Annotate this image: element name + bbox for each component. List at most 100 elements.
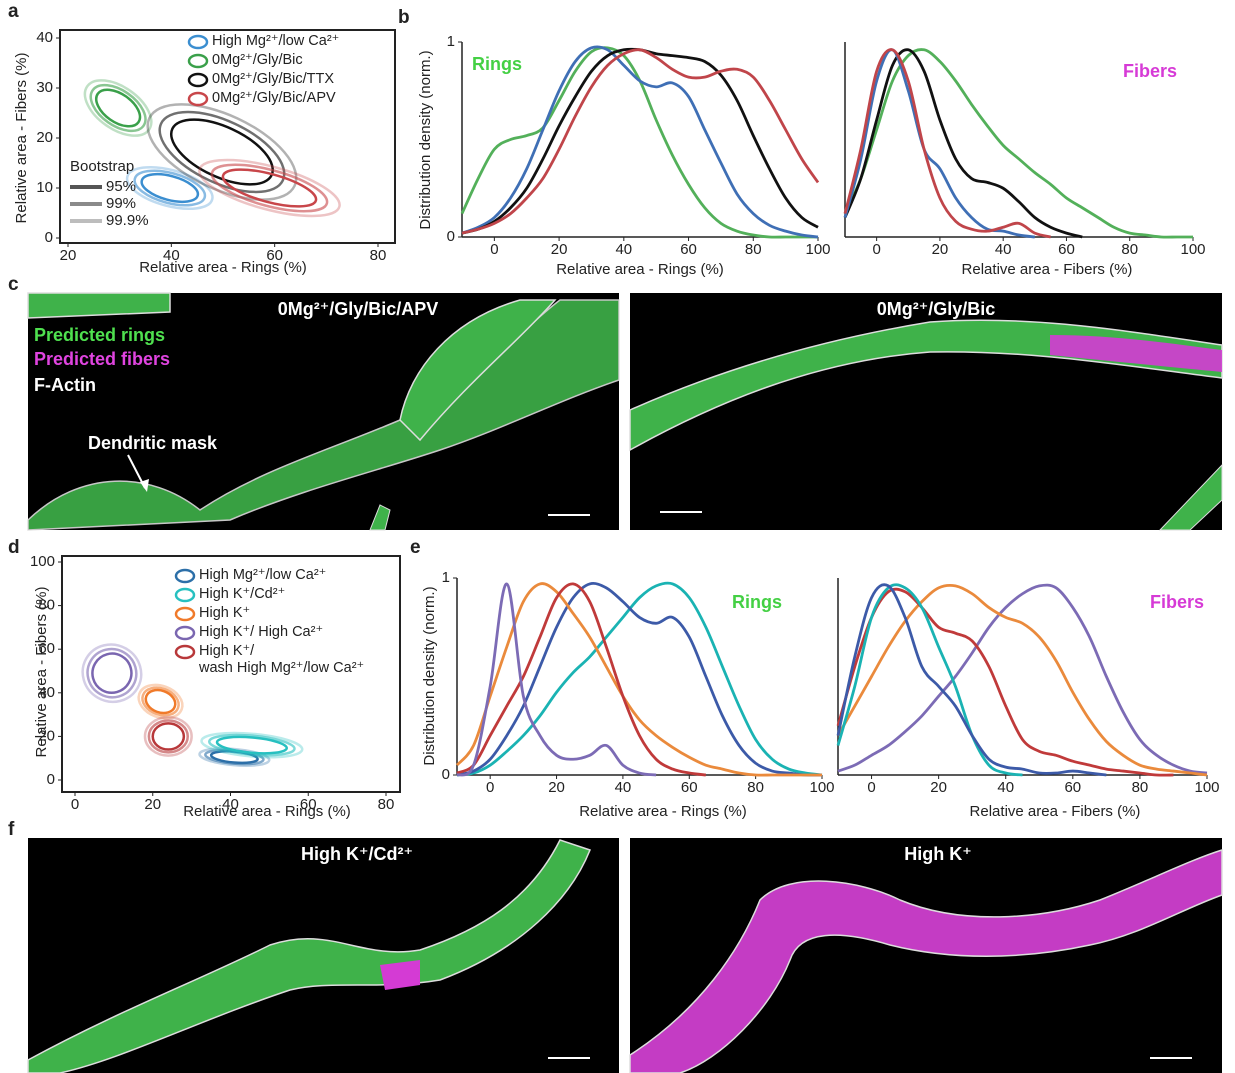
density-curve <box>843 48 1035 239</box>
x-tick-label: 80 <box>378 796 395 813</box>
chart-title: Fibers <box>1150 592 1204 612</box>
legend-label: 0Mg²⁺/Gly/Bic/APV <box>212 90 336 106</box>
x-tick-label: 60 <box>681 779 698 796</box>
x-axis-label: Relative area - Fibers (%) <box>970 803 1141 820</box>
y-tick-label: 20 <box>38 727 55 744</box>
legend-swatch <box>174 587 196 603</box>
confidence-ellipse <box>141 686 180 717</box>
image-legend: F-Actin <box>34 375 96 395</box>
density-curve <box>843 48 1083 239</box>
legend-swatch <box>187 91 209 107</box>
x-tick-label: 20 <box>144 796 161 813</box>
y-tick-label: 0 <box>442 766 450 783</box>
image-legend: Predicted rings <box>34 325 165 345</box>
x-tick-label: 100 <box>1180 241 1205 258</box>
confidence-ellipse <box>137 683 184 720</box>
density-curve <box>456 582 707 777</box>
density-curve <box>843 48 1193 239</box>
x-tick-label: 100 <box>805 241 830 258</box>
density-curve <box>843 48 1051 239</box>
x-tick-label: 40 <box>997 779 1014 796</box>
density-curve <box>455 582 822 777</box>
x-tick-label: 80 <box>370 247 387 264</box>
x-tick-label: 0 <box>490 241 498 258</box>
y-tick-label: 30 <box>36 79 53 96</box>
density-curve <box>461 47 819 235</box>
legend-label: 99.9% <box>106 212 149 229</box>
image-title: High K⁺ <box>904 844 972 864</box>
legend-swatch <box>174 606 196 622</box>
x-tick-label: 60 <box>1064 779 1081 796</box>
confidence-ellipse <box>81 643 143 704</box>
x-axis-label: Relative area - Rings (%) <box>579 803 747 820</box>
x-tick-label: 80 <box>1121 241 1138 258</box>
x-tick-label: 40 <box>995 241 1012 258</box>
legend-title: Bootstrap <box>70 158 134 175</box>
image-title: 0Mg²⁺/Gly/Bic/APV <box>278 299 439 319</box>
density-curve <box>836 583 1107 777</box>
legend-swatch <box>187 34 209 50</box>
image-legend: Predicted fibers <box>34 349 170 369</box>
y-tick-label: 1 <box>447 33 455 50</box>
chart-title: Rings <box>472 54 522 74</box>
legend-swatch <box>174 644 196 660</box>
density-curve <box>836 583 1208 777</box>
y-axis-label: Relative area - Fibers (%) <box>13 53 30 224</box>
x-axis-label: Relative area - Fibers (%) <box>962 261 1133 278</box>
y-tick-label: 0 <box>45 229 53 246</box>
panel-label: b <box>398 7 410 28</box>
y-tick-label: 20 <box>36 129 53 146</box>
confidence-ellipse <box>140 172 200 204</box>
image-title: 0Mg²⁺/Gly/Bic <box>877 299 996 319</box>
density-curve <box>461 48 820 235</box>
density-curve <box>456 582 657 777</box>
confidence-ellipse <box>143 715 193 757</box>
y-tick-label: 40 <box>36 29 53 46</box>
micrograph <box>27 838 619 1073</box>
y-tick-label: 60 <box>38 640 55 657</box>
x-tick-label: 60 <box>1058 241 1075 258</box>
x-tick-label: 0 <box>872 241 880 258</box>
confidence-ellipse <box>151 722 186 751</box>
density-curve <box>461 45 819 239</box>
confidence-ellipse <box>86 647 138 699</box>
y-tick-label: 0 <box>447 228 455 245</box>
x-tick-label: 60 <box>300 796 317 813</box>
legend-label: High K⁺ <box>199 605 251 621</box>
x-tick-label: 80 <box>745 241 762 258</box>
confidence-ellipse <box>215 735 288 755</box>
x-tick-label: 20 <box>932 241 949 258</box>
chart-title: Fibers <box>1123 61 1177 81</box>
confidence-ellipse <box>221 168 318 208</box>
x-tick-label: 20 <box>930 779 947 796</box>
x-tick-label: 40 <box>222 796 239 813</box>
legend-swatch <box>174 625 196 641</box>
confidence-ellipse <box>95 88 142 128</box>
micrograph <box>629 838 1223 1073</box>
annotation: Dendritic mask <box>88 433 218 453</box>
x-axis-label: Relative area - Rings (%) <box>139 259 307 276</box>
confidence-ellipse <box>198 747 271 767</box>
x-tick-label: 100 <box>809 779 834 796</box>
legend-label: High K⁺/ wash High Mg²⁺/low Ca²⁺ <box>199 643 365 676</box>
confidence-ellipse <box>200 731 304 759</box>
panel-label: c <box>8 274 19 295</box>
confidence-ellipse <box>210 163 329 213</box>
y-axis-label: Relative area - Fibers (%) <box>33 587 50 758</box>
legend-swatch <box>174 568 196 584</box>
confidence-ellipse <box>91 652 133 695</box>
legend-label: 0Mg²⁺/Gly/Bic <box>212 52 303 68</box>
confidence-ellipse <box>198 158 341 218</box>
x-tick-label: 80 <box>1132 779 1149 796</box>
x-tick-label: 0 <box>486 779 494 796</box>
density-curve <box>456 581 823 777</box>
confidence-ellipse <box>158 110 286 194</box>
x-tick-label: 40 <box>615 241 632 258</box>
x-axis-label: Relative area - Rings (%) <box>556 261 724 278</box>
legend-swatch <box>187 53 209 69</box>
legend-label: 99% <box>106 195 136 212</box>
density-curve <box>836 583 1023 777</box>
y-tick-label: 10 <box>36 179 53 196</box>
